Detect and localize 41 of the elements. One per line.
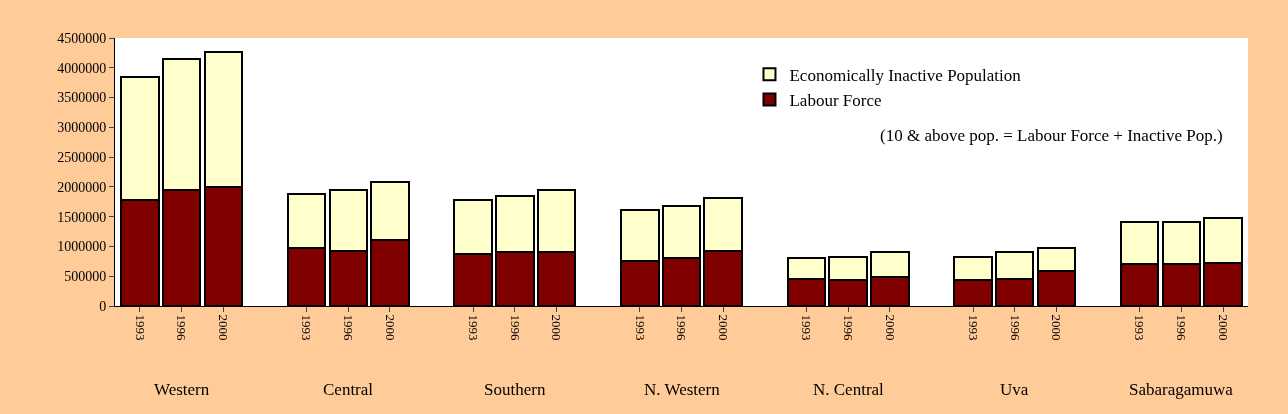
text: Uva xyxy=(1000,380,1029,399)
y-tick-label: 4000000 xyxy=(57,60,107,76)
text: N. Central xyxy=(813,380,885,399)
x-tick-label: 1993 xyxy=(132,314,148,341)
text: N. Western xyxy=(644,380,721,399)
x-tick-label: 2000 xyxy=(1049,314,1065,341)
x-tick-label: 1996 xyxy=(507,314,523,342)
x-tick-label: 1996 xyxy=(341,314,357,342)
text: Sabaragamuwa xyxy=(1129,380,1234,399)
x-tick-label: 1996 xyxy=(1007,314,1023,342)
annotation: (10 & above pop. = Labour Force + Inactive Pop.) xyxy=(880,126,1223,145)
x-tick-label: 1996 xyxy=(1174,314,1190,342)
x-tick-label: 2000 xyxy=(882,314,898,341)
x-tick-label: 2000 xyxy=(382,314,398,341)
text: Western xyxy=(154,380,210,399)
x-tick-label: 1996 xyxy=(174,314,190,342)
legend-label: Labour Force xyxy=(789,91,882,111)
x-tick-label: 1996 xyxy=(840,314,856,342)
x-tick-label: 1993 xyxy=(1132,314,1148,341)
text: Central xyxy=(323,380,374,399)
x-tick-label: 2000 xyxy=(715,314,731,341)
x-tick-label: 1993 xyxy=(466,314,482,341)
text: Southern xyxy=(484,380,546,399)
x-tick-label: 2000 xyxy=(549,314,565,341)
y-tick-label: 0 xyxy=(99,298,107,314)
y-tick-label: 2000000 xyxy=(57,179,107,195)
y-tick-label: 500000 xyxy=(64,269,107,285)
y-tick-label: 3500000 xyxy=(57,90,107,106)
x-tick-label: 1993 xyxy=(632,314,648,341)
x-tick-label: 1993 xyxy=(799,314,815,341)
y-tick-label: 2500000 xyxy=(57,150,107,166)
x-tick-label: 1993 xyxy=(965,314,981,341)
y-tick-label: 1000000 xyxy=(57,239,107,255)
y-tick-label: 1500000 xyxy=(57,209,107,225)
y-tick-label: 4500000 xyxy=(57,30,107,46)
legend-label: Economically Inactive Population xyxy=(789,65,1022,85)
y-tick-label: 3000000 xyxy=(57,120,107,136)
x-tick-label: 2000 xyxy=(216,314,232,341)
x-tick-label: 1993 xyxy=(299,314,315,341)
x-tick-label: 2000 xyxy=(1215,314,1231,341)
x-tick-label: 1996 xyxy=(674,314,690,342)
